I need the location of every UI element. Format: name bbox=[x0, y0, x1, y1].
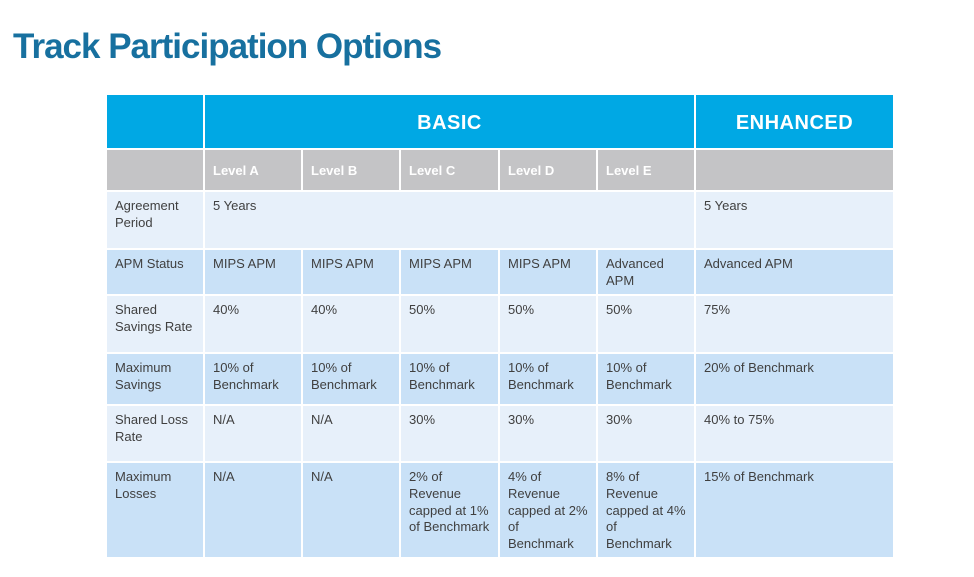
cell-level-a: 10% of Benchmark bbox=[203, 351, 303, 406]
cell-enhanced: 40% to 75% bbox=[694, 403, 895, 463]
level-header-c: Level C bbox=[399, 148, 500, 192]
cell-level-a: N/A bbox=[203, 403, 303, 463]
cell-level-a: N/A bbox=[203, 460, 303, 560]
row-label: Maximum Losses bbox=[105, 460, 205, 560]
cell-level-d: 10% of Benchmark bbox=[498, 351, 598, 406]
table-row-maximum-savings: Maximum Savings 10% of Benchmark 10% of … bbox=[105, 351, 895, 406]
cell-level-b: 10% of Benchmark bbox=[301, 351, 401, 406]
cell-enhanced: 75% bbox=[694, 293, 895, 354]
cell-level-e: 50% bbox=[596, 293, 696, 354]
cell-level-b: N/A bbox=[301, 460, 401, 560]
corner-cell bbox=[105, 93, 205, 150]
row-label: Shared Loss Rate bbox=[105, 403, 205, 463]
level-header-d: Level D bbox=[498, 148, 598, 192]
table-row-apm-status: APM Status MIPS APM MIPS APM MIPS APM MI… bbox=[105, 248, 895, 296]
table-row-shared-savings-rate: Shared Savings Rate 40% 40% 50% 50% 50% … bbox=[105, 293, 895, 354]
cell-level-e: 10% of Benchmark bbox=[596, 351, 696, 406]
cell-level-c: 30% bbox=[399, 403, 500, 463]
table-row-shared-loss-rate: Shared Loss Rate N/A N/A 30% 30% 30% 40%… bbox=[105, 403, 895, 463]
cell-enhanced: 15% of Benchmark bbox=[694, 460, 895, 560]
cell-level-b: N/A bbox=[301, 403, 401, 463]
cell-level-d: 4% of Revenue capped at 2% of Benchmark bbox=[498, 460, 598, 560]
cell-enhanced: Advanced APM bbox=[694, 248, 895, 296]
enhanced-group-header: ENHANCED bbox=[694, 93, 895, 150]
level-header-blank bbox=[105, 148, 205, 192]
cell-level-a: MIPS APM bbox=[203, 248, 303, 296]
table-row-maximum-losses: Maximum Losses N/A N/A 2% of Revenue cap… bbox=[105, 460, 895, 560]
cell-level-b: MIPS APM bbox=[301, 248, 401, 296]
cell-level-c: 50% bbox=[399, 293, 500, 354]
cell-level-c: MIPS APM bbox=[399, 248, 500, 296]
cell-level-d: 30% bbox=[498, 403, 598, 463]
level-header-enhanced-blank bbox=[694, 148, 895, 192]
cell-level-a: 40% bbox=[203, 293, 303, 354]
cell-level-d: MIPS APM bbox=[498, 248, 598, 296]
basic-group-header: BASIC bbox=[203, 93, 696, 150]
row-label: Shared Savings Rate bbox=[105, 293, 205, 354]
level-header-b: Level B bbox=[301, 148, 401, 192]
table-level-header-row: Level A Level B Level C Level D Level E bbox=[105, 148, 895, 192]
cell-level-d: 50% bbox=[498, 293, 598, 354]
cell-enhanced: 20% of Benchmark bbox=[694, 351, 895, 406]
page-title: Track Participation Options bbox=[13, 27, 442, 67]
cell-level-b: 40% bbox=[301, 293, 401, 354]
cell-level-c: 2% of Revenue capped at 1% of Benchmark bbox=[399, 460, 500, 560]
row-label: APM Status bbox=[105, 248, 205, 296]
row-label: Maximum Savings bbox=[105, 351, 205, 406]
cell-level-e: Advanced APM bbox=[596, 248, 696, 296]
cell-level-e: 8% of Revenue capped at 4% of Benchmark bbox=[596, 460, 696, 560]
row-label: Agreement Period bbox=[105, 190, 205, 250]
cell-enhanced: 5 Years bbox=[694, 190, 895, 250]
cell-level-c: 10% of Benchmark bbox=[399, 351, 500, 406]
table-group-header-row: BASIC ENHANCED bbox=[105, 93, 895, 150]
table-row-agreement-period: Agreement Period 5 Years 5 Years bbox=[105, 190, 895, 250]
participation-options-table: BASIC ENHANCED Level A Level B Level C L… bbox=[105, 93, 895, 560]
level-header-a: Level A bbox=[203, 148, 303, 192]
cell-basic-merged: 5 Years bbox=[203, 190, 696, 250]
level-header-e: Level E bbox=[596, 148, 696, 192]
cell-level-e: 30% bbox=[596, 403, 696, 463]
